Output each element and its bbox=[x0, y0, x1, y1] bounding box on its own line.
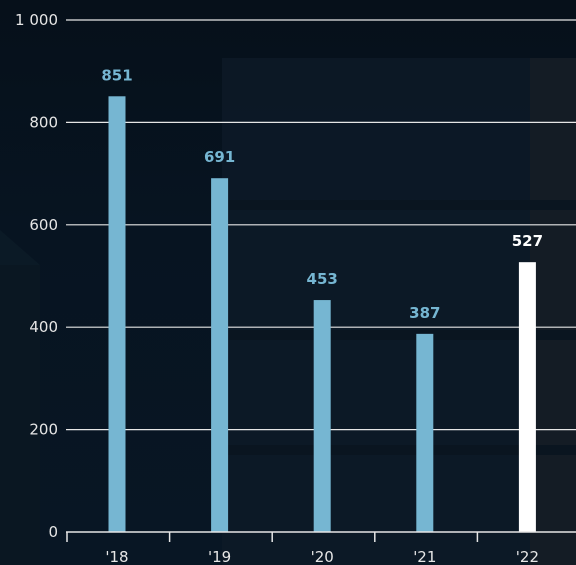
y-tick-label: 400 bbox=[29, 318, 58, 336]
bar-value-label: 527 bbox=[512, 232, 543, 250]
y-tick-label: 600 bbox=[29, 216, 58, 234]
bar-layer bbox=[108, 96, 536, 533]
bar-value-label: 387 bbox=[409, 304, 440, 322]
background-shape bbox=[0, 265, 40, 565]
bar-value-label: 453 bbox=[307, 270, 338, 288]
bar bbox=[313, 300, 331, 532]
x-tick-label: '19 bbox=[208, 548, 231, 565]
background-panel bbox=[530, 58, 576, 565]
x-tick-label: '18 bbox=[105, 548, 128, 565]
bar bbox=[108, 96, 126, 533]
y-tick-label: 800 bbox=[29, 113, 58, 131]
label-layer: 851 691 453 387 527 bbox=[101, 66, 543, 322]
y-tick-label: 200 bbox=[29, 421, 58, 439]
y-tick-label: 0 bbox=[48, 523, 58, 541]
axis-layer: 0 200 400 600 800 1 000 '18 '19 '20 '21 '22 bbox=[15, 11, 576, 565]
background-shape bbox=[0, 230, 40, 265]
bar bbox=[416, 333, 434, 532]
background-stripe bbox=[222, 445, 576, 455]
x-tick-label: '22 bbox=[516, 548, 539, 565]
x-tick-label: '21 bbox=[413, 548, 436, 565]
background-stripe bbox=[222, 330, 576, 340]
bar bbox=[518, 262, 536, 532]
bar bbox=[211, 178, 229, 532]
y-tick-label: 1 000 bbox=[15, 11, 58, 29]
bar-value-label: 691 bbox=[204, 148, 235, 166]
background-stripe bbox=[222, 200, 576, 210]
x-tick-label: '20 bbox=[311, 548, 334, 565]
bar-value-label: 851 bbox=[101, 66, 132, 84]
background-panel bbox=[222, 58, 576, 565]
